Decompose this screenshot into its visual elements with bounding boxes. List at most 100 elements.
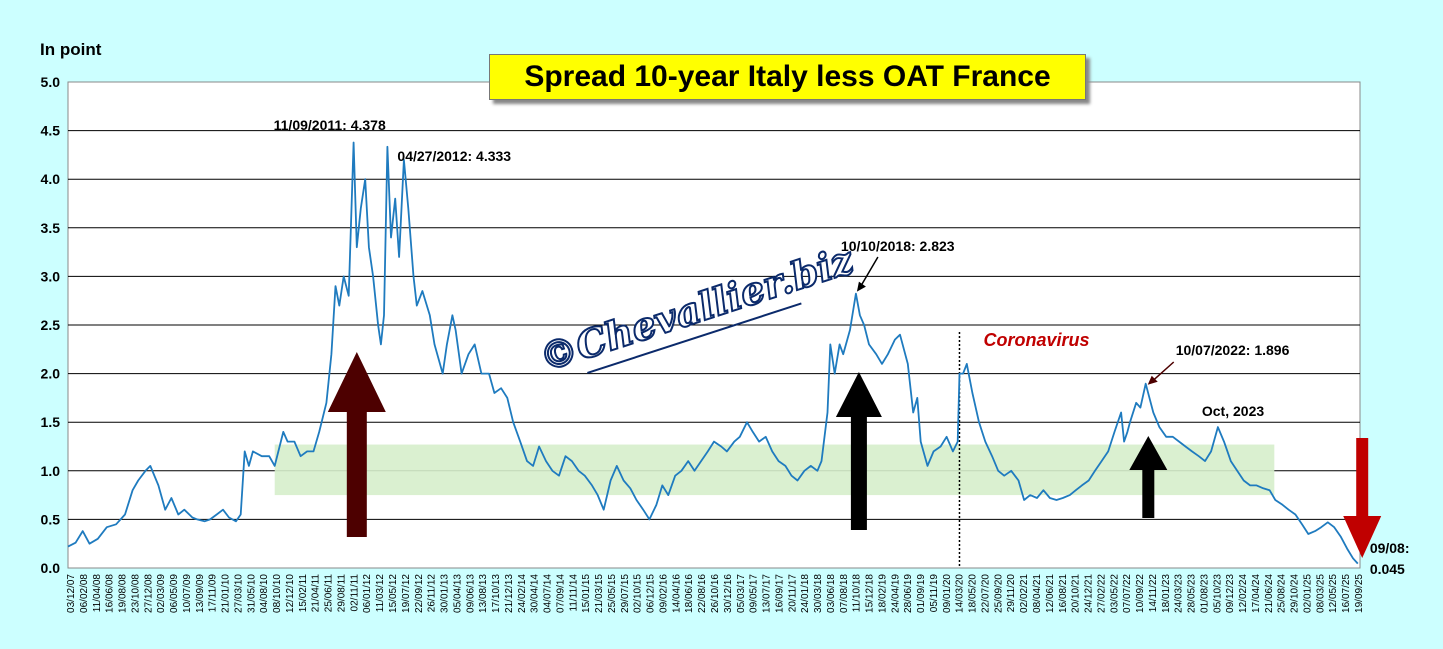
x-tick-label: 14/04/16 <box>671 574 682 613</box>
x-tick-label: 23/10/08 <box>130 574 141 613</box>
x-tick-label: 29/07/15 <box>620 574 631 613</box>
reference-band-rect <box>274 444 1275 496</box>
x-tick-label: 12/05/25 <box>1328 574 1339 613</box>
x-tick-label: 24/01/18 <box>800 574 811 613</box>
x-tick-label: 29/10/24 <box>1290 574 1301 613</box>
x-tick-label: 06/01/12 <box>362 574 373 613</box>
x-tick-label: 09/06/13 <box>465 574 476 613</box>
x-tick-label: 11/11/14 <box>568 574 579 612</box>
event-line: Coronavirus <box>958 330 1090 568</box>
x-tick-label: 17/10/13 <box>491 574 502 613</box>
x-tick-label: 07/09/14 <box>555 574 566 613</box>
x-tick-label: 24/04/19 <box>890 574 901 613</box>
x-tick-label: 13/08/13 <box>478 574 489 613</box>
x-tick-label: 24/02/14 <box>517 574 528 613</box>
annotation-label: 09/08: <box>1370 540 1410 556</box>
x-tick-label: 04/08/10 <box>259 574 270 613</box>
x-tick-label: 06/05/09 <box>169 574 180 613</box>
x-tick-label: 27/02/22 <box>1096 574 1107 613</box>
x-tick-label: 02/02/21 <box>1019 574 1030 613</box>
x-tick-label: 02/11/11 <box>349 574 360 612</box>
x-tick-label: 30/03/18 <box>813 574 824 613</box>
x-tick-label: 21/06/24 <box>1264 574 1275 613</box>
x-tick-label: 15/05/12 <box>388 574 399 613</box>
x-tick-label: 26/10/16 <box>710 574 721 613</box>
x-tick-label: 15/02/11 <box>298 574 309 613</box>
x-tick-label: 19/09/25 <box>1354 574 1365 613</box>
x-tick-label: 28/06/19 <box>903 574 914 613</box>
x-tick-label: 19/07/12 <box>401 574 412 613</box>
arrow-up <box>835 372 882 530</box>
x-tick-label: 10/07/09 <box>182 574 193 613</box>
annotation-label: 10/10/2018: 2.823 <box>841 238 955 254</box>
annotations: 11/09/2011: 4.378 04/27/2012: 4.333 10/10/… <box>274 117 1410 577</box>
grid-lines <box>68 130 1360 520</box>
x-tick-label: 15/12/18 <box>865 574 876 613</box>
x-tick-label: 01/09/19 <box>916 574 927 613</box>
x-tick-label: 24/12/21 <box>1084 574 1095 613</box>
y-tick-label: 3.5 <box>41 220 61 236</box>
arrow-up <box>1129 436 1168 518</box>
x-tick-label: 27/03/10 <box>233 574 244 613</box>
x-tick-label: 08/10/10 <box>272 574 283 613</box>
annotation-pointer-head <box>1147 375 1158 385</box>
x-tick-label: 21/12/13 <box>504 574 515 613</box>
x-tick-label: 28/05/23 <box>1187 574 1198 613</box>
x-tick-label: 18/06/16 <box>684 574 695 613</box>
x-tick-label: 02/10/15 <box>633 574 644 613</box>
x-tick-label: 21/04/11 <box>311 574 322 613</box>
y-axis-ticks: 0.0 0.5 1.0 1.5 2.0 2.5 3.0 3.5 4.0 4.5 5.0 <box>41 74 61 576</box>
x-tick-label: 08/04/21 <box>1032 574 1043 613</box>
x-tick-label: 07/07/22 <box>1122 574 1133 613</box>
x-tick-label: 21/03/15 <box>594 574 605 613</box>
y-tick-label: 0.0 <box>41 560 61 576</box>
annotation-pointer-head <box>856 281 866 292</box>
x-tick-label: 09/12/23 <box>1225 574 1236 613</box>
x-tick-label: 25/09/20 <box>993 574 1004 613</box>
x-tick-label: 13/07/17 <box>762 574 773 613</box>
x-tick-label: 12/12/10 <box>285 574 296 613</box>
x-tick-label: 21/01/10 <box>221 574 232 613</box>
y-tick-label: 5.0 <box>41 74 61 90</box>
trend-arrows <box>327 352 1382 558</box>
x-tick-label: 05/10/23 <box>1212 574 1223 613</box>
x-tick-label: 19/08/08 <box>118 574 129 613</box>
x-tick-label: 29/08/11 <box>336 574 347 613</box>
x-tick-label: 25/06/11 <box>324 574 335 613</box>
arrow-up <box>327 352 386 537</box>
x-tick-label: 12/02/24 <box>1238 574 1249 613</box>
x-tick-label: 31/05/10 <box>246 574 257 613</box>
x-tick-label: 27/12/08 <box>143 574 154 613</box>
x-tick-label: 10/09/22 <box>1135 574 1146 613</box>
x-tick-label: 30/04/14 <box>530 574 541 613</box>
x-tick-label: 04/07/14 <box>543 574 554 613</box>
x-tick-label: 26/11/12 <box>427 574 438 613</box>
x-tick-label: 13/09/09 <box>195 574 206 613</box>
y-tick-label: 1.5 <box>41 414 61 430</box>
x-tick-label: 11/10/18 <box>852 574 863 613</box>
annotation-label: 10/07/2022: 1.896 <box>1176 342 1290 358</box>
x-tick-label: 17/11/09 <box>208 574 219 613</box>
x-tick-label: 08/03/25 <box>1315 574 1326 613</box>
x-tick-label: 17/04/24 <box>1251 574 1262 613</box>
y-tick-label: 4.5 <box>41 123 61 139</box>
x-tick-label: 14/03/20 <box>955 574 966 613</box>
x-tick-label: 18/02/19 <box>877 574 888 613</box>
x-tick-label: 02/01/25 <box>1302 574 1313 613</box>
x-tick-label: 30/12/16 <box>723 574 734 613</box>
chart-title: Spread 10-year Italy less OAT France <box>489 54 1086 100</box>
x-tick-label: 09/02/16 <box>658 574 669 613</box>
x-tick-label: 01/08/23 <box>1199 574 1210 613</box>
arrow-down <box>1343 438 1382 558</box>
x-tick-label: 09/05/17 <box>749 574 760 613</box>
x-tick-label: 30/01/13 <box>440 574 451 613</box>
event-line-label: Coronavirus <box>983 330 1089 350</box>
y-tick-label: 1.0 <box>41 463 61 479</box>
x-tick-label: 03/06/18 <box>826 574 837 613</box>
x-tick-label: 05/11/19 <box>929 574 940 613</box>
x-tick-label: 12/06/21 <box>1045 574 1056 613</box>
x-tick-label: 16/07/25 <box>1341 574 1352 613</box>
x-tick-label: 22/09/12 <box>414 574 425 613</box>
annotation-label: 11/09/2011: 4.378 <box>274 117 386 133</box>
